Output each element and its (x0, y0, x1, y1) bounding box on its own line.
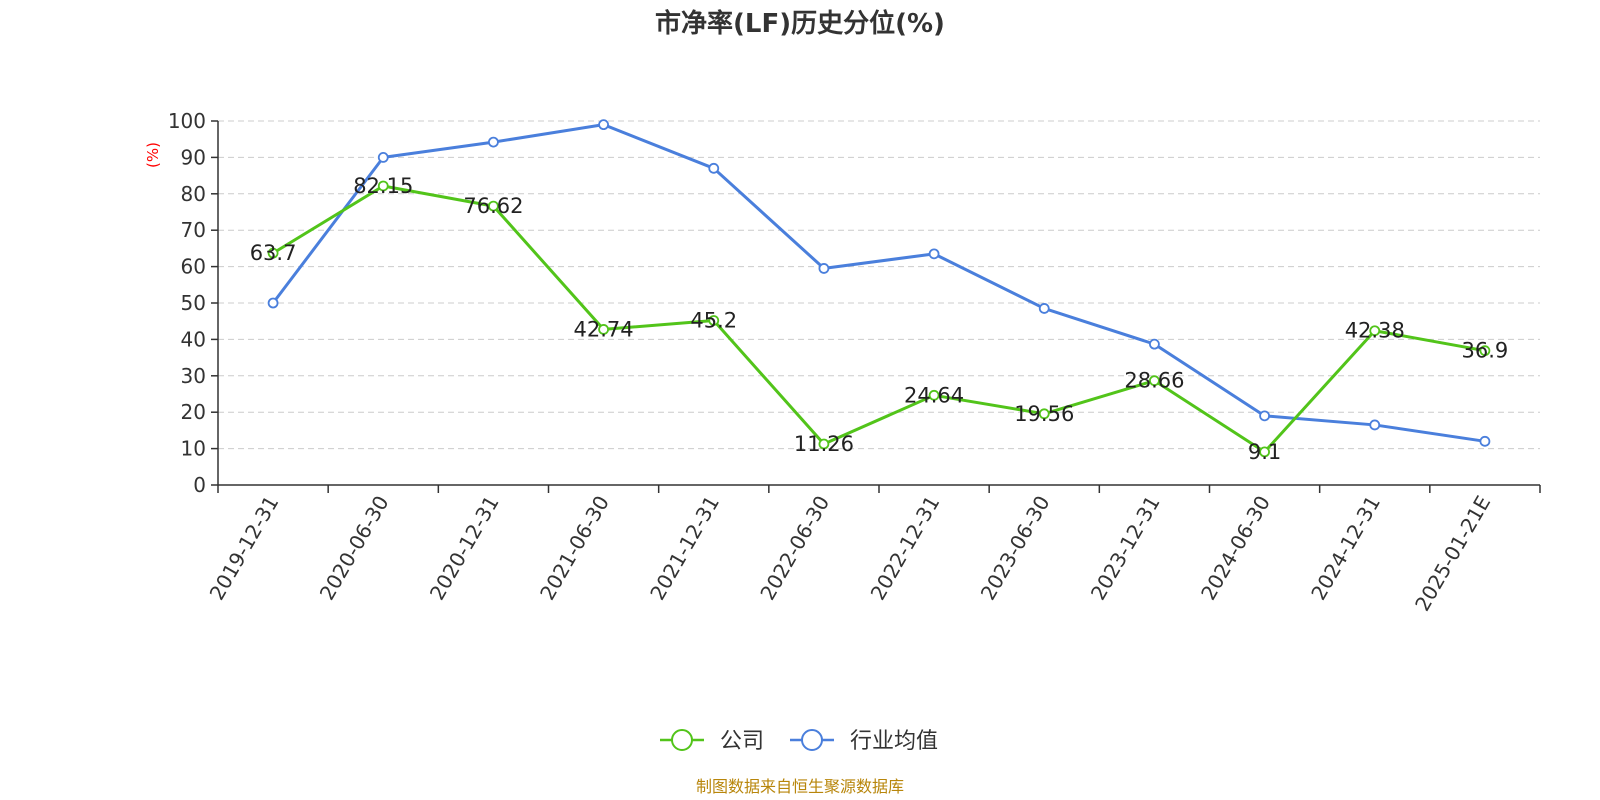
legend-marker (801, 729, 823, 751)
data-point (1369, 419, 1381, 431)
legend-label: 公司 (720, 729, 764, 754)
x-tick-label: 2022-12-31 (866, 492, 945, 605)
x-tick-label: 2020-12-31 (425, 492, 504, 605)
data-point (488, 136, 499, 148)
data-point (377, 180, 389, 192)
data-point (377, 151, 389, 163)
data-point (928, 248, 940, 260)
data-label: 42.74 (574, 317, 634, 341)
data-point (1259, 446, 1270, 458)
grid-lines (218, 120, 1540, 450)
y-tick-label: 30 (181, 364, 206, 388)
legend[interactable]: 公司 行业均值 (660, 729, 938, 754)
y-tick-label: 90 (181, 145, 206, 169)
y-tick-label: 50 (181, 291, 206, 315)
data-label: 45.2 (690, 308, 737, 332)
x-tick-label: 2020-06-30 (315, 492, 394, 605)
data-label: 11.26 (794, 432, 854, 456)
data-point (1038, 408, 1050, 420)
data-point (928, 389, 940, 401)
y-tick-label: 70 (181, 218, 206, 242)
legend-marker (671, 729, 693, 751)
data-label: 24.64 (904, 383, 964, 407)
data-label: 82.15 (353, 174, 413, 198)
data-point (1369, 325, 1381, 337)
y-tick-label: 60 (181, 255, 206, 279)
data-point (1479, 435, 1491, 447)
y-tick-label: 40 (181, 327, 206, 351)
data-point (1038, 303, 1050, 314)
data-point (267, 247, 279, 259)
data-label: 42.38 (1345, 319, 1405, 343)
data-point (1479, 345, 1491, 357)
data-point (598, 119, 609, 131)
data-point (1149, 338, 1160, 350)
data-point (1259, 410, 1270, 422)
x-tick-label: 2019-12-31 (205, 492, 284, 605)
y-axis-label: (%) (144, 142, 162, 168)
source-note: 制图数据来自恒生聚源数据库 (696, 777, 904, 796)
data-label: 28.66 (1124, 369, 1184, 393)
x-tick-label: 2022-06-30 (755, 492, 834, 605)
data-label: 9.1 (1248, 440, 1281, 464)
x-tick-label: 2021-06-30 (535, 492, 614, 605)
data-label: 19.56 (1014, 402, 1074, 426)
data-labels: 63.7 82.15 76.62 42.74 45.2 11.26 24.64 19.56 28… (250, 174, 1509, 464)
data-point (708, 162, 720, 174)
data-point (708, 315, 720, 326)
data-label: 63.7 (250, 241, 297, 265)
y-tick-label: 10 (181, 437, 206, 461)
data-point (598, 324, 609, 335)
y-tick-label: 100 (168, 109, 206, 133)
x-tick-label: 2021-12-31 (645, 492, 724, 605)
series-line (271, 123, 1486, 443)
x-tick-label: 2024-06-30 (1196, 492, 1275, 605)
y-tick-label: 0 (193, 473, 206, 497)
x-tick-label: 2024-12-31 (1306, 492, 1385, 605)
data-label: 36.9 (1462, 339, 1509, 363)
series-lines (267, 119, 1491, 458)
legend-item[interactable]: 行业均值 (790, 729, 938, 754)
legend-item[interactable]: 公司 (660, 729, 764, 754)
data-point (818, 438, 830, 450)
data-point (267, 297, 279, 309)
legend-label: 行业均值 (850, 729, 938, 754)
data-label: 76.62 (463, 194, 523, 218)
series-line (272, 184, 1486, 454)
data-point (488, 200, 499, 212)
x-tick-label: 2023-06-30 (976, 492, 1055, 605)
x-tick-label: 2025-01-21E (1410, 492, 1495, 616)
y-tick-label: 20 (181, 400, 206, 424)
data-point (1149, 375, 1160, 387)
y-tick-label: 80 (181, 182, 206, 206)
x-tick-label: 2023-12-31 (1086, 492, 1165, 605)
chart-title: 市净率(LF)历史分位(%) (655, 8, 945, 39)
data-point (818, 263, 830, 274)
